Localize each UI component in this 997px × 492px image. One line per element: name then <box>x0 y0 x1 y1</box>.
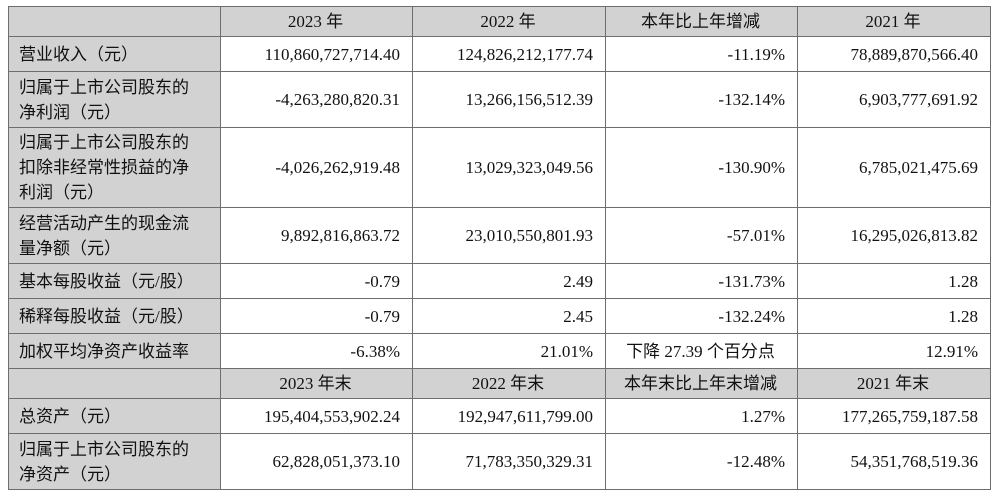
table-row-revenue: 营业收入（元） 110,860,727,714.40 124,826,212,1… <box>8 36 991 72</box>
value-2023: 62,828,051,373.10 <box>220 433 413 490</box>
value-2023: -0.79 <box>220 298 413 334</box>
value-2021: 78,889,870,566.40 <box>797 36 991 72</box>
value-2021: 1.28 <box>797 263 991 299</box>
value-2022: 71,783,350,329.31 <box>412 433 606 490</box>
value-2022: 2.49 <box>412 263 606 299</box>
table-row-diluted-eps: 稀释每股收益（元/股） -0.79 2.45 -132.24% 1.28 <box>8 298 991 334</box>
value-change: 1.27% <box>605 398 798 434</box>
header-row-annual: 2023 年 2022 年 本年比上年增减 2021 年 <box>8 6 991 37</box>
value-2022: 23,010,550,801.93 <box>412 207 606 264</box>
table-row-net-assets: 归属于上市公司股东的 净资产（元） 62,828,051,373.10 71,7… <box>8 433 991 490</box>
value-change: -12.48% <box>605 433 798 490</box>
table-row-basic-eps: 基本每股收益（元/股） -0.79 2.49 -131.73% 1.28 <box>8 263 991 299</box>
value-2023: -6.38% <box>220 333 413 369</box>
value-2023: 9,892,816,863.72 <box>220 207 413 264</box>
header-row-period-end: 2023 年末 2022 年末 本年末比上年末增减 2021 年末 <box>8 368 991 399</box>
value-change: -57.01% <box>605 207 798 264</box>
value-change: -130.90% <box>605 127 798 208</box>
row-label: 归属于上市公司股东的 净利润（元） <box>8 71 221 128</box>
value-2021: 6,785,021,475.69 <box>797 127 991 208</box>
value-2021: 177,265,759,187.58 <box>797 398 991 434</box>
value-2021: 1.28 <box>797 298 991 334</box>
value-2022: 192,947,611,799.00 <box>412 398 606 434</box>
row-label: 总资产（元） <box>8 398 221 434</box>
value-change: -11.19% <box>605 36 798 72</box>
value-2023: -4,026,262,919.48 <box>220 127 413 208</box>
header-blank <box>8 6 221 37</box>
value-2022: 124,826,212,177.74 <box>412 36 606 72</box>
value-2023: 195,404,553,902.24 <box>220 398 413 434</box>
financial-summary-table: 2023 年 2022 年 本年比上年增减 2021 年 营业收入（元） 110… <box>8 6 991 490</box>
value-2023: 110,860,727,714.40 <box>220 36 413 72</box>
row-label: 营业收入（元） <box>8 36 221 72</box>
value-2022: 13,029,323,049.56 <box>412 127 606 208</box>
header-yoy-change: 本年比上年增减 <box>605 6 798 37</box>
value-change: -132.14% <box>605 71 798 128</box>
value-2022: 2.45 <box>412 298 606 334</box>
header-2023-end: 2023 年末 <box>220 368 413 399</box>
row-label: 基本每股收益（元/股） <box>8 263 221 299</box>
table-row-net-profit: 归属于上市公司股东的 净利润（元） -4,263,280,820.31 13,2… <box>8 71 991 128</box>
header-2023: 2023 年 <box>220 6 413 37</box>
value-change: -132.24% <box>605 298 798 334</box>
row-label: 归属于上市公司股东的 扣除非经常性损益的净 利润（元） <box>8 127 221 208</box>
value-2022: 21.01% <box>412 333 606 369</box>
header-end-change: 本年末比上年末增减 <box>605 368 798 399</box>
value-2021: 6,903,777,691.92 <box>797 71 991 128</box>
header-2022: 2022 年 <box>412 6 606 37</box>
table-row-net-profit-deducted: 归属于上市公司股东的 扣除非经常性损益的净 利润（元） -4,026,262,9… <box>8 127 991 208</box>
row-label: 稀释每股收益（元/股） <box>8 298 221 334</box>
value-2021: 54,351,768,519.36 <box>797 433 991 490</box>
header-2022-end: 2022 年末 <box>412 368 606 399</box>
header-2021-end: 2021 年末 <box>797 368 991 399</box>
value-2022: 13,266,156,512.39 <box>412 71 606 128</box>
value-2021: 12.91% <box>797 333 991 369</box>
value-change: 下降 27.39 个百分点 <box>605 333 798 369</box>
row-label: 归属于上市公司股东的 净资产（元） <box>8 433 221 490</box>
header-2021: 2021 年 <box>797 6 991 37</box>
table-row-weighted-roe: 加权平均净资产收益率 -6.38% 21.01% 下降 27.39 个百分点 1… <box>8 333 991 369</box>
header-blank <box>8 368 221 399</box>
value-2021: 16,295,026,813.82 <box>797 207 991 264</box>
value-2023: -4,263,280,820.31 <box>220 71 413 128</box>
value-2023: -0.79 <box>220 263 413 299</box>
row-label: 经营活动产生的现金流 量净额（元） <box>8 207 221 264</box>
table-row-total-assets: 总资产（元） 195,404,553,902.24 192,947,611,79… <box>8 398 991 434</box>
value-change: -131.73% <box>605 263 798 299</box>
row-label: 加权平均净资产收益率 <box>8 333 221 369</box>
table-row-operating-cash-flow: 经营活动产生的现金流 量净额（元） 9,892,816,863.72 23,01… <box>8 207 991 264</box>
